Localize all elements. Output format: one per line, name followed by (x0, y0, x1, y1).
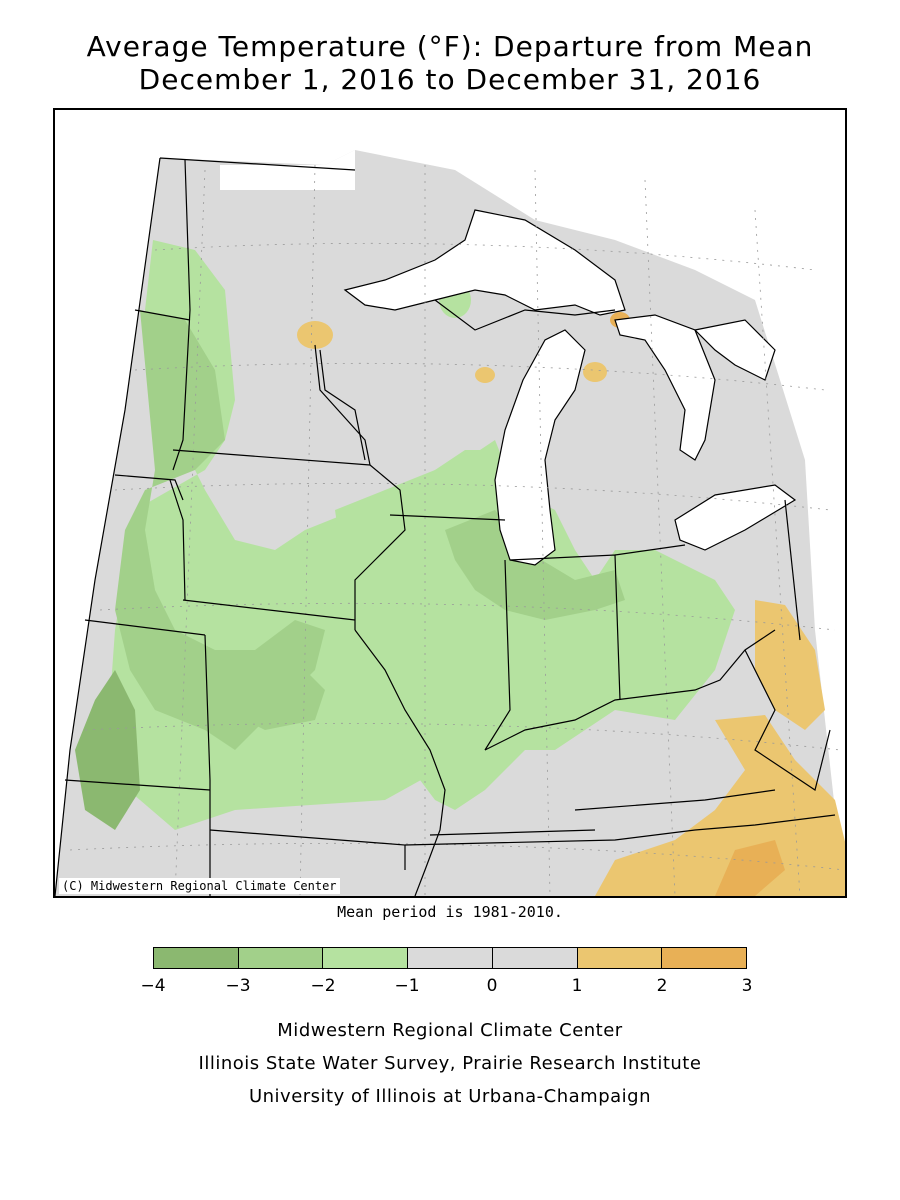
mn-ia-border (172, 449, 371, 466)
credit-line: Illinois State Water Survey, Prairie Res… (198, 1053, 702, 1074)
legend-tick-label: −3 (225, 976, 251, 996)
mo-ks-border (204, 634, 211, 896)
anomaly-small-orange-2 (475, 367, 495, 383)
oh-pa-border (784, 499, 801, 641)
georgian-bay (693, 319, 776, 381)
mi-upper-peninsula (434, 299, 616, 331)
nd-sd-border (134, 309, 191, 321)
anomaly-central-light-green (335, 450, 725, 810)
credit-line: Midwestern Regional Climate Center (277, 1020, 623, 1041)
anomaly-southeast-orange (715, 840, 785, 896)
anomaly-southeast-light-orange (595, 715, 845, 896)
graticule (69, 164, 845, 896)
anomaly-small-orange-3 (583, 362, 607, 382)
anomaly-southwest-mid-green (195, 650, 325, 730)
ia-mo-border (182, 599, 356, 621)
il-mo-river (354, 629, 446, 896)
il-in-border (484, 559, 511, 751)
mean-period-note: Mean period is 1981-2010. (337, 903, 563, 921)
anomaly-small-orange-1 (297, 321, 333, 349)
wv-border (744, 649, 831, 791)
lake-superior (343, 209, 626, 316)
temperature-departure-map: (C) Midwestern Regional Climate Center (53, 108, 847, 898)
oh-mi-border (614, 544, 686, 556)
lake-michigan (494, 329, 586, 566)
legend-swatch-neg4-neg3 (154, 948, 239, 968)
legend-swatch-neg3-neg2 (238, 948, 324, 968)
wi-il-border (389, 514, 506, 521)
legend-tick-label: 2 (656, 976, 668, 996)
ks-ok-border (64, 779, 211, 791)
ia-il-border (354, 464, 406, 630)
lake-huron (614, 314, 716, 461)
map-graphic (55, 150, 845, 896)
state-boundaries (55, 157, 836, 896)
anomaly-west-mid-green (115, 310, 325, 750)
map-copyright: (C) Midwestern Regional Climate Center (59, 878, 340, 894)
legend-tick-label: −1 (394, 976, 420, 996)
legend-swatch-1-2 (577, 948, 663, 968)
legend-tick-label: 3 (741, 976, 753, 996)
legend-tick-label: 0 (486, 976, 498, 996)
ky-south-border (404, 814, 836, 846)
northwest-corner-white (220, 150, 355, 190)
ky-tn-border (574, 789, 776, 811)
legend-tick-label: −4 (140, 976, 166, 996)
anomaly-west-dark-green (75, 670, 140, 830)
mn-nd-border (172, 159, 191, 471)
map-date-range: December 1, 2016 to December 31, 2016 (138, 63, 762, 96)
mn-wi-st-croix (319, 349, 366, 461)
ne-ks-border (84, 619, 206, 636)
sd-ne-border (114, 474, 184, 501)
legend-bar (153, 947, 747, 969)
mn-wi-border (314, 344, 371, 466)
lake-erie (674, 484, 797, 551)
legend-swatch-2-3 (662, 948, 747, 968)
ia-ne-border (169, 479, 186, 601)
legend-swatch-neg2-neg1 (323, 948, 409, 968)
credit-line: University of Illinois at Urbana-Champai… (248, 1086, 652, 1107)
map-title: Average Temperature (°F): Departure from… (86, 30, 814, 63)
ohio-river (484, 629, 776, 751)
legend-tick-label: −2 (310, 976, 336, 996)
legend-tick-label: 1 (571, 976, 583, 996)
anomaly-east-light-orange (755, 600, 825, 730)
color-legend (153, 947, 747, 971)
legend-swatch-0-1 (492, 948, 578, 968)
legend-swatch-neg1-0 (408, 948, 493, 968)
tn-south-border (429, 829, 596, 836)
region-outline (55, 157, 356, 896)
